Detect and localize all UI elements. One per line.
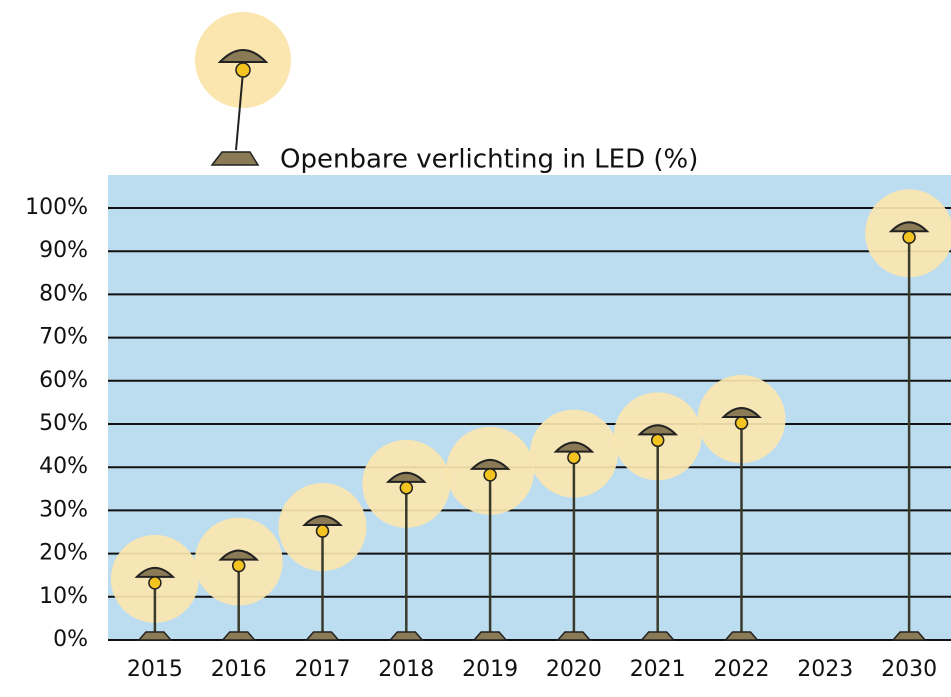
lamp-bulb bbox=[902, 230, 916, 245]
lamp-base bbox=[891, 631, 927, 641]
y-tick-label: 90% bbox=[39, 238, 88, 263]
lamp-bulb bbox=[148, 576, 162, 590]
lamp-bulb bbox=[650, 433, 665, 448]
lamp-base bbox=[472, 631, 508, 641]
lamp-bulb bbox=[399, 481, 414, 495]
x-tick-label: 2015 bbox=[127, 657, 183, 682]
title-lamp-icon bbox=[195, 12, 291, 166]
lamp-bulb bbox=[315, 524, 330, 538]
lamp-shade bbox=[385, 471, 427, 483]
y-tick-label: 50% bbox=[39, 411, 88, 436]
y-tick-label: 80% bbox=[39, 281, 88, 306]
y-tick-label: 60% bbox=[39, 368, 88, 393]
x-tick-label: 2023 bbox=[797, 657, 853, 682]
lamp-shade bbox=[888, 221, 930, 233]
y-tick-label: 40% bbox=[39, 454, 88, 479]
y-tick-label: 20% bbox=[39, 541, 88, 566]
lamp-base bbox=[221, 631, 257, 641]
lamp-shade bbox=[218, 549, 260, 561]
x-tick-label: 2016 bbox=[211, 657, 267, 682]
x-tick-label: 2020 bbox=[546, 657, 602, 682]
lamp-bulb bbox=[567, 450, 581, 465]
lamp-shade bbox=[553, 441, 595, 453]
lamp-shade bbox=[637, 424, 679, 436]
lamp-base bbox=[723, 631, 760, 641]
x-tick-label: 2021 bbox=[630, 657, 686, 682]
lamp-shade bbox=[302, 515, 343, 527]
lamp-base bbox=[304, 631, 341, 641]
y-tick-label: 10% bbox=[39, 584, 88, 609]
lamp-base bbox=[556, 631, 592, 641]
lamp-base bbox=[137, 631, 173, 641]
x-tick-label: 2030 bbox=[881, 657, 937, 682]
y-tick-label: 100% bbox=[25, 195, 88, 220]
lamp-bulb bbox=[231, 558, 246, 573]
lamp-shade bbox=[469, 458, 511, 470]
lamp-shade bbox=[134, 566, 176, 578]
lamp-base bbox=[640, 631, 676, 641]
y-tick-label: 70% bbox=[39, 325, 88, 350]
x-tick-label: 2022 bbox=[714, 657, 770, 682]
lamp-base bbox=[388, 631, 424, 641]
lamp-shade bbox=[721, 407, 762, 419]
x-tick-label: 2017 bbox=[295, 657, 351, 682]
x-tick-label: 2018 bbox=[378, 657, 434, 682]
lamp-bulb bbox=[483, 468, 497, 482]
y-tick-label: 30% bbox=[39, 497, 88, 522]
x-tick-label: 2019 bbox=[462, 657, 518, 682]
chart-title: Openbare verlichting in LED (%) bbox=[280, 145, 698, 175]
lamp-bulb bbox=[734, 416, 749, 430]
y-tick-label: 0% bbox=[53, 627, 88, 652]
